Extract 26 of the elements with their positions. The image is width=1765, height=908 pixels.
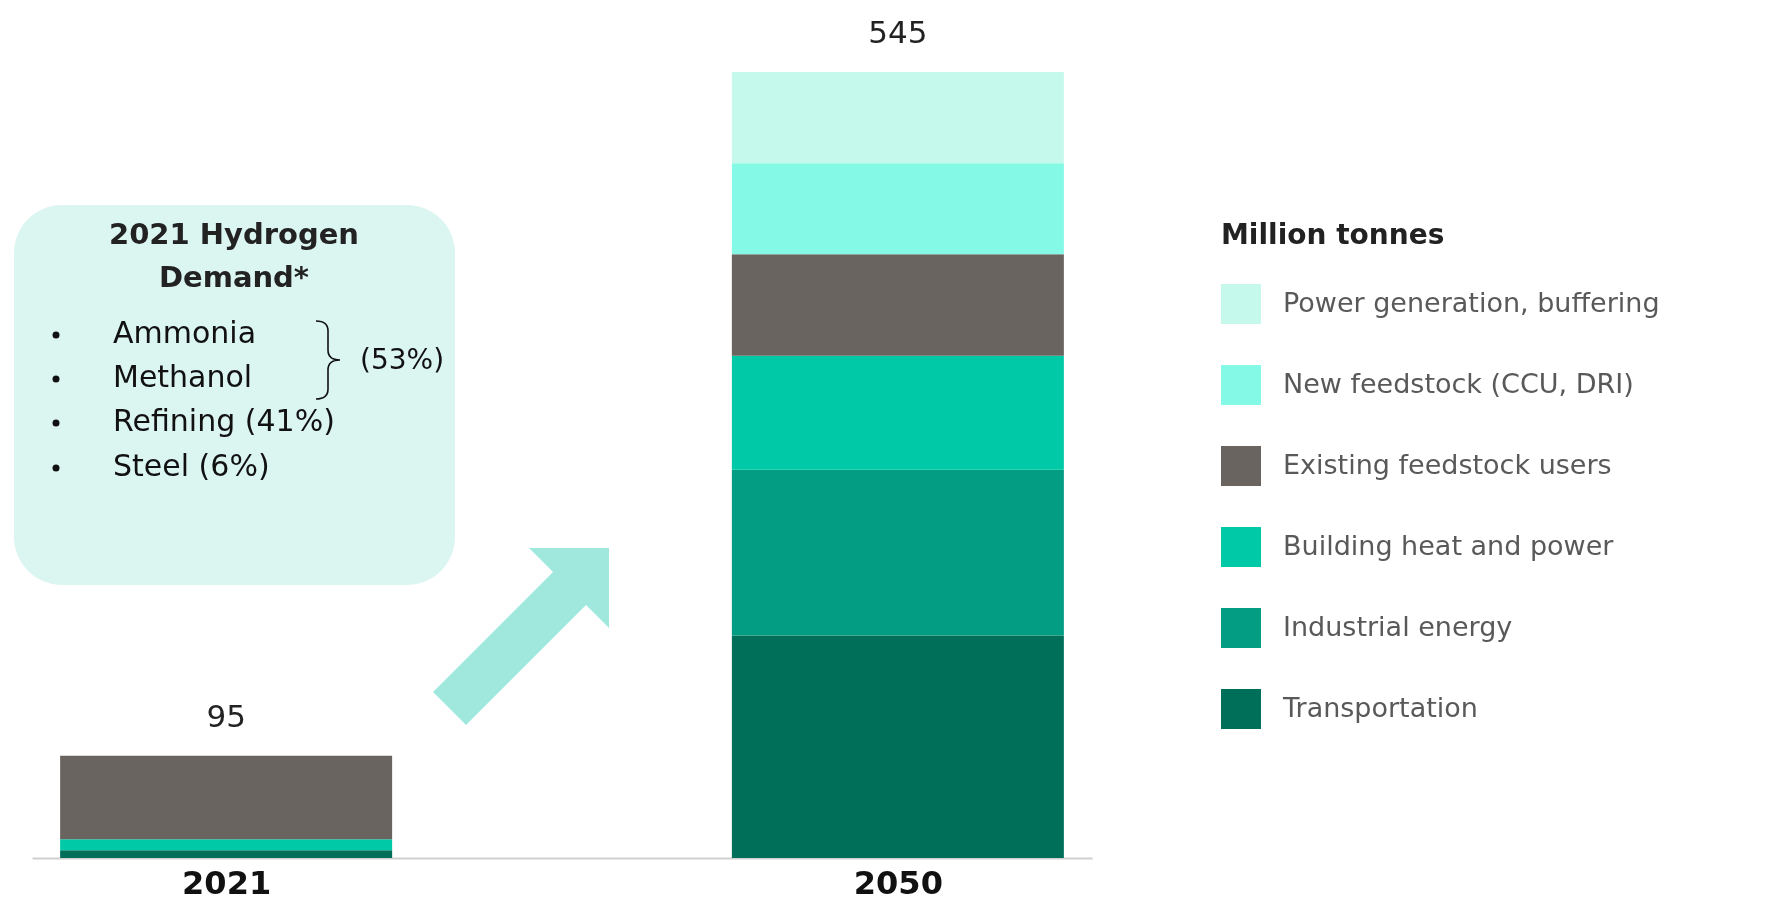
- bar: [60, 850, 393, 858]
- annotation: 2021 Hydrogen Demand*: [107, 216, 360, 296]
- x-tick-label: 2050: [853, 863, 943, 902]
- legend-label: Power generation, buffering: [1283, 287, 1660, 318]
- annotation: Refining (41%): [113, 402, 335, 440]
- annotation: Steel (6%): [113, 447, 270, 485]
- bar: [60, 755, 393, 840]
- annotation: Methanol: [113, 358, 253, 396]
- x-tick-label: 2021: [182, 863, 272, 902]
- legend-label: Industrial energy: [1283, 611, 1513, 642]
- annotation: (53%): [360, 342, 445, 378]
- bar: [731, 163, 1064, 255]
- legend-label: Building heat and power: [1283, 530, 1615, 561]
- bar: [731, 72, 1064, 164]
- annotation: 95: [206, 697, 246, 734]
- annotation: 545: [868, 14, 928, 50]
- bar: [60, 839, 393, 851]
- bar: [731, 469, 1064, 636]
- annotation: Ammonia: [113, 314, 257, 352]
- bar: [731, 355, 1064, 470]
- legend-label: Existing feedstock users: [1283, 449, 1612, 480]
- legend-title: Million tonnes: [1221, 218, 1445, 251]
- bar: [731, 635, 1064, 858]
- legend-label: Transportation: [1282, 692, 1478, 723]
- legend-label: New feedstock (CCU, DRI): [1283, 368, 1634, 399]
- bar: [731, 254, 1064, 356]
